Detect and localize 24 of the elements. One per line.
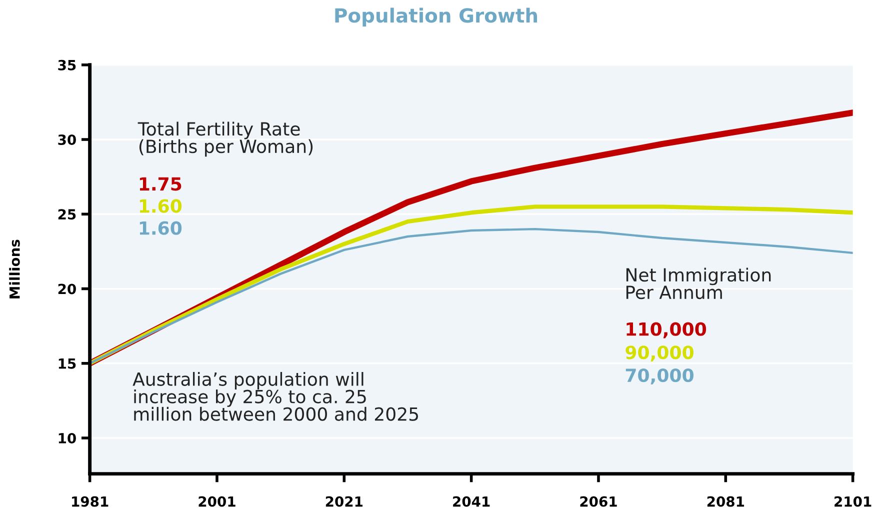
annotation: Total Fertility Rate (Births per Woman) bbox=[138, 122, 313, 157]
annotation: 1.60 bbox=[140, 199, 182, 213]
y-tick-label: 10 bbox=[58, 432, 76, 444]
x-tick-label: 1981 bbox=[72, 496, 108, 507]
y-tick-label: 20 bbox=[58, 284, 76, 294]
annotation: 90,000 bbox=[626, 346, 694, 362]
annotation: 1.75 bbox=[140, 177, 182, 191]
y-tick-label: 25 bbox=[58, 209, 76, 220]
y-tick-label: 15 bbox=[58, 358, 76, 369]
x-tick-label: 2041 bbox=[453, 496, 490, 507]
y-tick-label: 35 bbox=[58, 60, 76, 70]
annotation: Net Immigration Per Annum bbox=[626, 268, 771, 300]
y-axis-title: Millions bbox=[9, 240, 20, 298]
x-tick-label: 2021 bbox=[326, 496, 363, 507]
annotation: 1.60 bbox=[140, 221, 182, 235]
annotation: Australia’s population will increase by 25% to ca. 25 million between 2000 and 2025 bbox=[132, 372, 418, 421]
annotation: 110,000 bbox=[626, 322, 706, 338]
x-tick-label: 2061 bbox=[580, 496, 617, 507]
chart-title: Population Growth bbox=[335, 8, 538, 27]
x-tick-label: 2101 bbox=[834, 496, 872, 507]
annotation: 70,000 bbox=[626, 368, 694, 384]
x-tick-label: 2001 bbox=[198, 496, 236, 507]
x-tick-label: 2081 bbox=[707, 496, 744, 507]
y-tick-label: 30 bbox=[58, 134, 76, 145]
